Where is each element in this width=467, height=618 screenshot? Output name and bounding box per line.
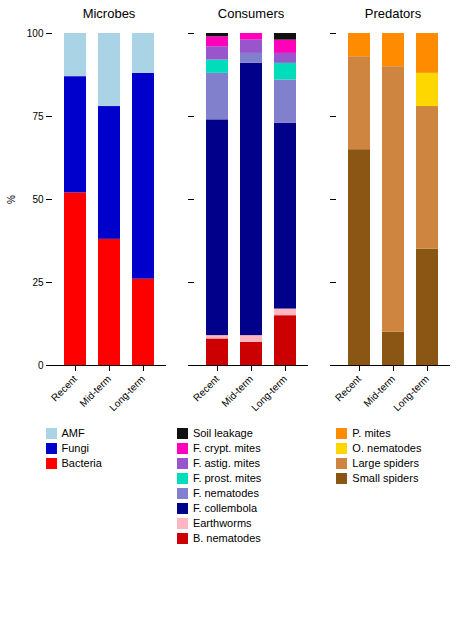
svg-text:Long-term: Long-term [107,373,147,413]
svg-text:Recent: Recent [333,373,363,403]
html-text:O. nematodes: O. nematodes [352,442,422,454]
html-text:Predators: Predators [364,6,422,21]
svg-text:0: 0 [38,360,44,371]
svg-text:Recent: Recent [191,373,221,403]
html-text:F. prost. mites: F. prost. mites [192,472,262,484]
svg-text:Mid-term: Mid-term [219,373,256,409]
html-text:Soil leakage: Soil leakage [192,427,253,439]
svg-text:25: 25 [32,277,44,288]
svg-text:50: 50 [32,194,44,205]
html-text:B. nematodes: B. nematodes [192,532,261,544]
html-text:Fungi: Fungi [61,442,89,454]
html-text:AMF: AMF [61,427,85,439]
svg-text:Recent: Recent [49,373,79,403]
svg-text:Long-term: Long-term [391,373,431,413]
svg-text:100: 100 [27,28,44,39]
html-text:Consumers: Consumers [217,6,285,21]
html-text:Microbes: Microbes [82,6,136,21]
html-text:Small spiders: Small spiders [352,472,419,484]
html-text:P. mites: P. mites [352,427,391,439]
html-text:F. collembola: F. collembola [192,502,258,514]
html-text:Earthworms: Earthworms [192,517,252,529]
html-text:F. nematodes: F. nematodes [192,487,259,499]
svg-text:Long-term: Long-term [249,373,289,413]
svg-text:75: 75 [32,111,44,122]
html-text:Bacteria: Bacteria [61,457,102,469]
html-text:Large spiders: Large spiders [352,457,419,469]
svg-text:Mid-term: Mid-term [77,373,114,409]
svg-text:Mid-term: Mid-term [361,373,398,409]
html-text:F. astig. mites: F. astig. mites [192,457,261,469]
html-text:F. crypt. mites: F. crypt. mites [192,442,261,454]
svg-text:%: % [6,195,17,204]
